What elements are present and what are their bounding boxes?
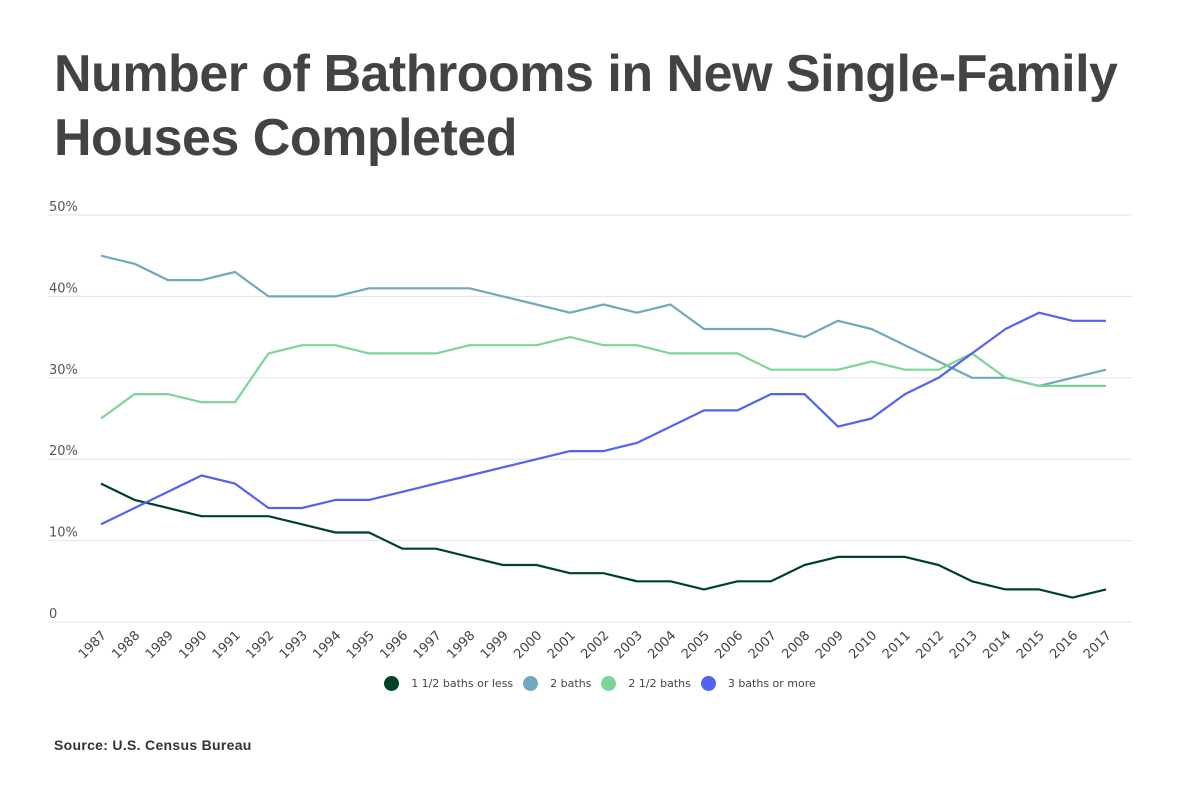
x-tick-label: 2013 [947,628,981,662]
x-tick-label: 1988 [109,628,143,662]
x-tick-label: 1999 [478,628,512,662]
series-line-3 [100,311,1106,526]
series-line-1 [100,254,1107,387]
x-tick-label: 2000 [511,628,545,662]
x-tick-label: 1994 [310,628,344,662]
x-tick-label: 2004 [645,628,679,662]
gridlines [48,214,1132,623]
y-tick-label: 10% [49,526,78,541]
legend-item: 2 baths [523,676,591,691]
x-tick-label: 2009 [813,628,847,662]
source-note: Source: U.S. Census Bureau [54,737,252,753]
y-tick-label: 50% [49,200,78,215]
y-tick-label: 20% [49,444,78,459]
y-tick-label: 30% [49,363,78,378]
x-tick-label: 1997 [411,628,445,662]
x-tick-label: 2017 [1081,628,1115,662]
x-axis-ticks: 1987 1988 1989 1990 1991 1992 1993 1994 1995 1996… [76,628,1115,662]
x-tick-label: 2011 [880,628,914,662]
legend-label: 2 1/2 baths [628,677,691,690]
x-tick-label: 1998 [444,628,478,662]
chart-title-line2: Houses Completed [54,109,517,167]
series-line-0 [100,482,1107,599]
x-tick-label: 2016 [1047,628,1081,662]
legend-label: 2 baths [550,677,592,690]
x-tick-label: 1992 [243,628,277,662]
series-line-2 [100,336,1106,420]
x-tick-label: 2007 [746,628,780,662]
x-tick-label: 2010 [846,628,880,662]
series-lines [100,254,1107,599]
legend-swatch-icon [523,676,539,691]
x-tick-label: 1990 [176,628,210,662]
x-tick-label: 2008 [779,628,813,662]
x-tick-label: 2001 [545,628,579,662]
chart-title-line1: Number of Bathrooms in New Single-Family [54,45,1118,103]
legend-swatch-icon [601,676,617,691]
legend-label: 3 baths or more [727,677,816,690]
y-axis-ticks: 0 10% 20% 30% 40% 50% [49,200,78,622]
x-tick-label: 1991 [210,628,244,662]
x-tick-label: 1993 [277,628,311,662]
x-tick-label: 2006 [712,628,746,662]
x-tick-label: 1995 [344,628,378,662]
legend-item: 1 1/2 baths or less [384,676,513,691]
x-tick-label: 2015 [1014,628,1048,662]
legend-item: 3 baths or more [700,676,816,691]
x-tick-label: 2012 [913,628,947,662]
y-tick-label: 40% [49,281,78,296]
x-tick-label: 2003 [612,628,646,662]
x-tick-label: 1996 [377,628,411,662]
legend-swatch-icon [700,676,716,691]
legend-label: 1 1/2 baths or less [411,677,514,690]
x-tick-label: 1987 [76,628,110,662]
x-tick-label: 1989 [143,628,177,662]
chart-title: Number of Bathrooms in New Single-Family… [54,42,1154,170]
legend-swatch-icon [384,676,400,691]
x-tick-label: 2002 [578,628,612,662]
legend-item: 2 1/2 baths [601,676,691,691]
x-tick-label: 2014 [980,628,1014,662]
legend: 1 1/2 baths or less 2 baths 2 1/2 baths 3 b… [0,676,1200,691]
x-tick-label: 2005 [679,628,713,662]
y-tick-label: 0 [49,607,57,622]
